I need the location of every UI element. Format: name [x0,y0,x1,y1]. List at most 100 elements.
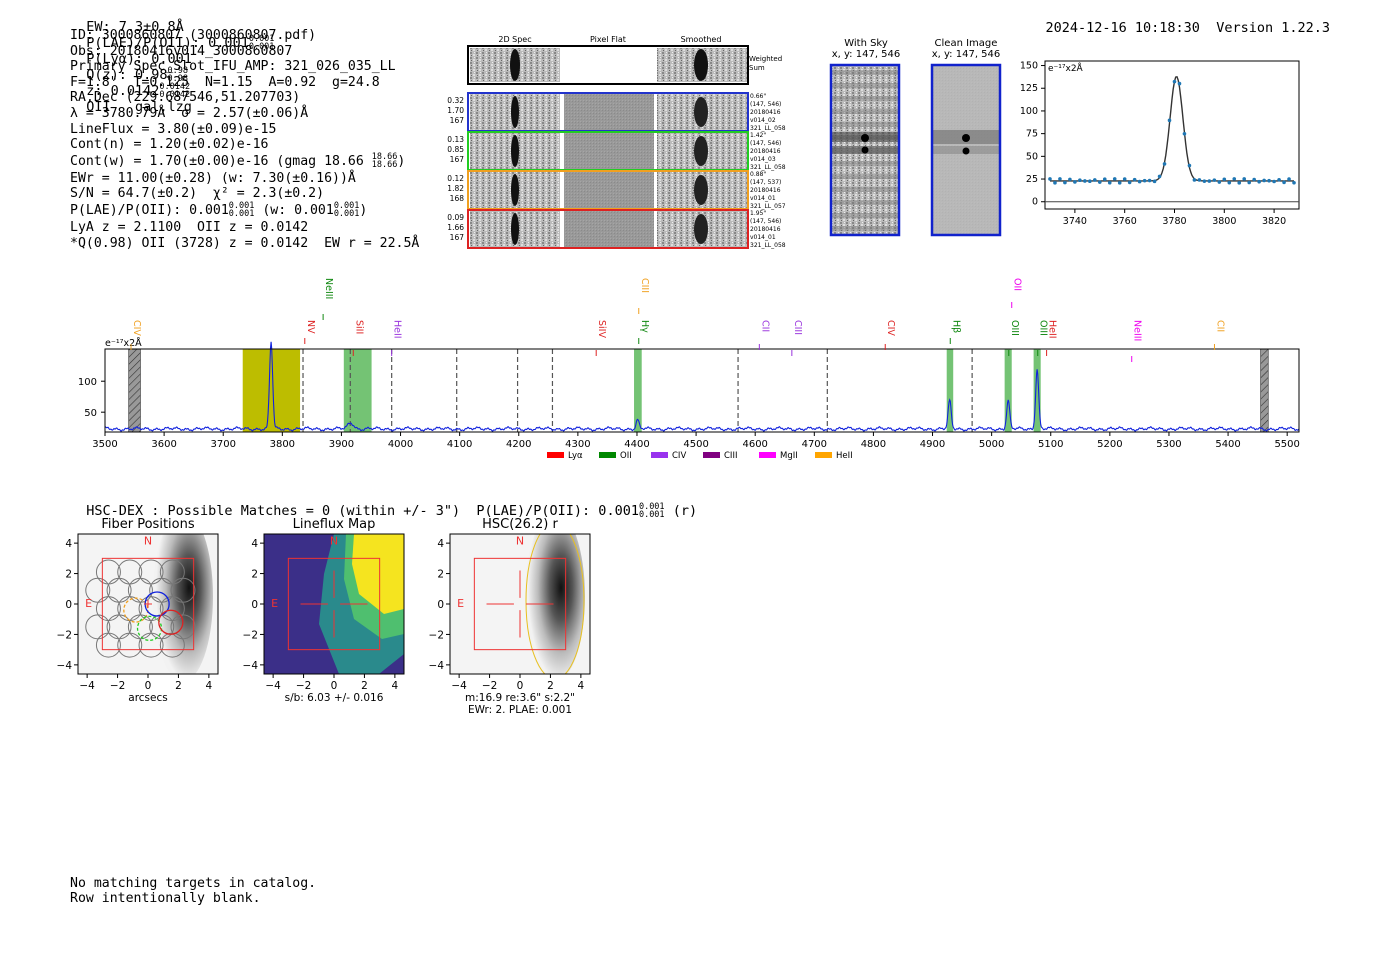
hsc-north-label: N [330,535,338,548]
hsc-panel-title: Lineflux Map [293,517,376,532]
header-z-sub: 0.0142 [159,90,191,100]
info-contw: Cont(w) = 1.70(±0.00)e-16 (gmag 18.66 18… [70,153,419,171]
hsc-east-label: E [271,597,278,610]
spectrum-line-label: Hβ [950,320,961,333]
zoom-data-point [1152,179,1157,184]
spectrum-xtick-label: 3500 [92,439,117,450]
hsc-panel-2: Lineflux Map N E −4 −4 −2 −2 0 0 2 2 4 4 s/b: 6.03 +/… [243,517,405,704]
zoom-ytick-label: 75 [1026,129,1038,140]
info-block: ID: 3000860807 (3000860807.pdf) Obs: 201… [70,28,419,251]
spectrum-line-label: Hγ [639,320,650,333]
fiber-green [136,615,163,641]
header-z-sup: 0.0142 [159,82,191,92]
spectrum-line-label: NeIII [323,278,334,299]
hsc-xtick-label: 0 [331,680,338,692]
header-version: Version 1.22.3 [1216,20,1330,36]
hsc-ytick-label: −2 [243,629,258,641]
header-qz-sub: 0.98 [167,74,189,84]
hsc-ytick-label: 4 [437,538,444,550]
sky-band [831,122,899,127]
zoom-data-point [1267,178,1271,183]
sky-band [831,213,899,218]
cutout-left-value: 1.82 [447,184,464,193]
zoom-line-plot: 0 25 50 75 100 125 150 3740 3760 3780 3800 3820 e⁻¹⁷… [1020,60,1300,227]
hsc-north-label: N [144,535,152,548]
cutout-right-value: 0.88" [750,171,766,178]
zoom-data-point [1157,174,1162,179]
hsc-sup: 0.001 [638,502,665,512]
green-band [343,349,372,432]
hsc-ytick-label: −4 [243,660,259,672]
hsc-xtick-label: −4 [265,680,281,692]
hsc-ytick-label: 2 [437,569,444,581]
weighted-sum-row: Weighted Sum [467,45,782,85]
clean-title: Clean Image [934,38,998,49]
hsc-xtick-label: 0 [517,680,524,692]
zoom-data-point [1058,177,1062,181]
zoom-ytick-label: 150 [1020,61,1038,72]
lineflux-peak [352,534,404,614]
zoom-data-point [1182,131,1187,136]
clean-image [930,63,1002,237]
spectrum-line-label: CII [759,320,770,332]
legend-label: Lyα [568,451,583,461]
hsc-ytick-label: −4 [57,660,73,672]
hsc-ytick-label: 4 [251,538,258,550]
cutout-left-value: 167 [450,116,465,125]
zoom-data-point [1172,79,1177,84]
spectrum-line-label: CIV [885,320,896,336]
header-summary: EW: 7.3±0.8Å P(LAE)/P(OII): 0.001 0.001 0.… [70,3,274,115]
legend-label: HeII [836,451,853,461]
hsc-ytick-label: 0 [437,599,444,611]
zoom-data-point [1112,177,1117,181]
spectrum-xtick-label: 3900 [329,439,354,450]
spectrum-ytick-label: 100 [78,377,97,388]
zoom-data-point [1088,179,1092,184]
spectrum-xtick-label: 3800 [270,439,295,450]
legend-swatch [815,452,832,458]
spectrum-line-label: OIII [1038,320,1049,336]
with-sky-xy: x, y: 147, 546 [831,49,901,60]
hsc-panel-title: Fiber Positions [101,517,194,532]
target-cross [144,600,152,608]
spectrum-xtick-label: 5000 [979,439,1004,450]
cutout-left-value: 0.32 [447,96,464,105]
spectrum-xtick-label: 5500 [1274,439,1299,450]
cutout-left-value: 168 [450,194,465,203]
sky-band [831,174,899,179]
hsc-xtick-label: −2 [296,680,311,692]
zoom-data-point [1083,179,1087,183]
zoom-data-point [1078,178,1082,183]
header-timestamp: 2024-12-16 10:18:30 [1045,20,1200,36]
header-plya: P(Lyα): 0.001 [86,51,192,67]
galaxy-ellipse [525,534,585,674]
zoom-data-point [1162,162,1167,166]
hatched-band [128,348,141,433]
zoom-data-point [1097,180,1102,184]
spectrum-line-label: CII [1215,320,1226,332]
header-z-tail: OII gal,lzg [86,99,192,115]
zoom-data-point [1232,177,1237,181]
zoom-data-point [1187,163,1192,168]
cutout-left-value: 0.12 [447,174,464,183]
hsc-xtick-label: 4 [392,680,399,692]
cutout-right-value: v014_03 [750,156,776,163]
hsc-east-label: E [85,597,92,610]
clean-xy: x, y: 147, 546 [931,49,1001,60]
zoom-data-point [1282,180,1286,185]
hsc-ytick-label: 0 [251,599,258,611]
hsc-ytick-label: 2 [65,569,72,581]
zoom-data-point [1257,179,1261,184]
info-plae-text: P(LAE)/P(OII): 0.001 [70,202,229,218]
info-plae-w-sub: 0.001 [333,208,360,219]
with-sky-title: With Sky [844,38,888,49]
hsc-search-box [101,557,195,651]
spectrum-xtick-label: 4800 [861,439,886,450]
spectrum-frame [104,348,1300,433]
footer-line-2: Row intentionally blank. [70,891,261,906]
hsc-search-box [473,557,567,651]
zoom-data-point [1117,181,1122,185]
hsc-xtick-label: 2 [361,680,368,692]
